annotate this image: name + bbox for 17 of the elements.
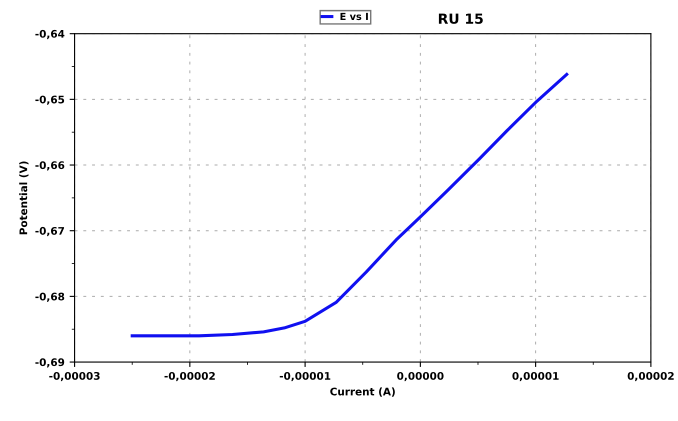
y-tick-label: -0,68 (35, 292, 64, 302)
x-tick-label: -0,00002 (164, 372, 215, 382)
y-axis-title: Potential (V) (19, 161, 28, 234)
legend-label: E vs I (340, 12, 368, 20)
y-tick-label: -0,65 (35, 96, 64, 105)
x-tick-label: 0,00002 (628, 372, 674, 382)
chart-title: RU 15 (438, 14, 483, 24)
y-tick-label: -0,67 (35, 226, 64, 236)
x-tick-label: 0,00000 (397, 372, 444, 382)
x-tick-label: -0,00001 (280, 372, 330, 382)
y-tick-label: -0,64 (35, 30, 64, 40)
x-axis-title: Current (A) (330, 387, 395, 397)
x-tick-label: 0,00001 (512, 372, 559, 382)
line-series (130, 72, 568, 338)
y-tick-label: -0,66 (35, 161, 64, 170)
y-tick-label: -0,69 (35, 358, 64, 368)
x-tick-label: -0,00003 (49, 372, 100, 382)
